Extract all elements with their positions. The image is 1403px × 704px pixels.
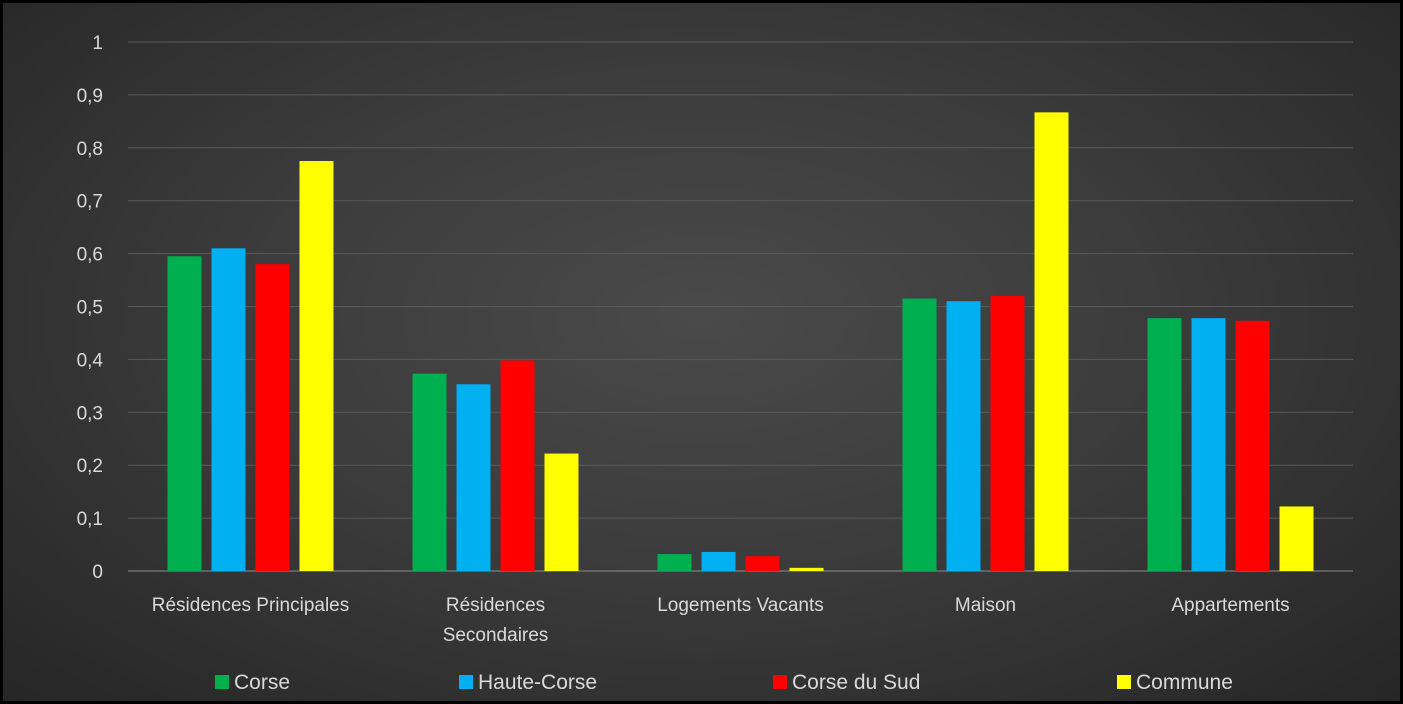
- x-category-label: Résidences: [446, 595, 545, 616]
- legend-label: Haute-Corse: [478, 671, 597, 694]
- bar-corse: [412, 373, 447, 571]
- legend: Corse Haute-Corse Corse du Sud Commune: [215, 671, 1233, 694]
- y-tick-label: 0,1: [77, 509, 103, 530]
- bar-corse: [1147, 318, 1182, 571]
- y-tick-label: 0: [92, 562, 103, 583]
- bar-haute-corse: [1191, 318, 1226, 571]
- x-category-label: Secondaires: [443, 625, 549, 646]
- bar-commune: [1279, 506, 1314, 571]
- x-category-label: Logements Vacants: [657, 595, 824, 616]
- y-tick-label: 0,6: [77, 245, 103, 266]
- bar-corse: [902, 298, 937, 571]
- legend-swatch: [459, 675, 473, 689]
- bar-chart: 0 0,1 0,2 0,3 0,4 0,5 0,6 0,7 0,8 0,9 1 Résidences…: [77, 33, 1353, 694]
- bar-corse: [657, 554, 692, 571]
- bar-haute-corse: [211, 248, 246, 571]
- bar-commune: [1034, 112, 1069, 572]
- bar-corse-du-sud: [745, 556, 780, 571]
- bar-haute-corse: [946, 301, 981, 571]
- bar-corse-du-sud: [1235, 320, 1270, 571]
- bar-haute-corse: [456, 384, 491, 571]
- bar-commune: [299, 161, 334, 571]
- legend-label: Corse: [234, 671, 290, 694]
- bar-corse-du-sud: [990, 295, 1025, 571]
- bar-corse: [167, 256, 202, 571]
- x-category-label: Appartements: [1171, 595, 1289, 616]
- y-tick-label: 0,8: [77, 139, 103, 160]
- bar-commune: [544, 453, 579, 571]
- y-tick-label: 0,5: [77, 298, 103, 319]
- bar-commune: [789, 567, 824, 571]
- y-tick-label: 0,2: [77, 456, 103, 477]
- y-tick-label: 0,4: [77, 350, 104, 371]
- y-axis-ticks: 0 0,1 0,2 0,3 0,4 0,5 0,6 0,7 0,8 0,9 1: [77, 33, 104, 583]
- y-tick-label: 0,3: [77, 403, 103, 424]
- y-tick-label: 1: [92, 33, 103, 54]
- bar-corse-du-sud: [255, 264, 290, 571]
- legend-swatch: [1117, 675, 1131, 689]
- legend-swatch: [773, 675, 787, 689]
- legend-label: Corse du Sud: [792, 671, 920, 694]
- legend-label: Commune: [1136, 671, 1233, 694]
- bar-haute-corse: [701, 551, 736, 571]
- x-category-label: Résidences Principales: [152, 595, 350, 616]
- bar-corse-du-sud: [500, 360, 535, 571]
- x-category-label: Maison: [955, 595, 1016, 616]
- bars: [167, 112, 1314, 572]
- y-tick-label: 0,9: [77, 86, 103, 107]
- x-axis-categories: Résidences Principales Résidences Secondai…: [152, 595, 1290, 646]
- legend-swatch: [215, 675, 229, 689]
- y-tick-label: 0,7: [77, 192, 103, 213]
